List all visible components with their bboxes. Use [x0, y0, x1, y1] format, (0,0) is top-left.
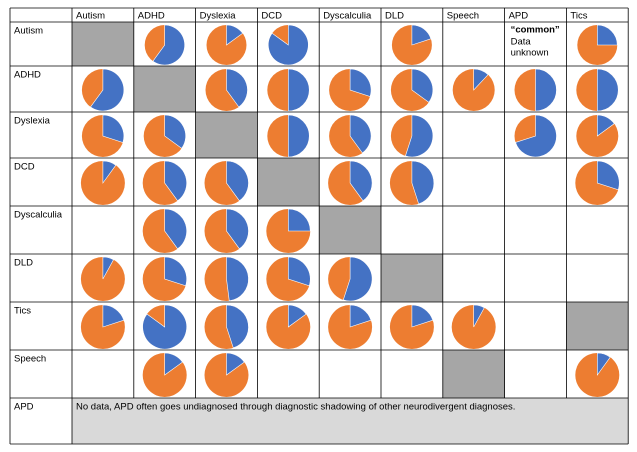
pie-share	[473, 304, 485, 328]
pie-share	[597, 24, 618, 46]
pie-share	[411, 304, 434, 328]
diagonal-cell	[133, 66, 196, 112]
pie-share	[90, 68, 125, 112]
diagonal-cell	[381, 254, 443, 302]
pie-share	[288, 208, 311, 232]
cell-note: Data	[511, 37, 532, 48]
column-header: DLD	[385, 11, 404, 22]
pie-share	[288, 114, 310, 158]
pie-share	[164, 160, 187, 202]
pie-share	[411, 24, 432, 46]
pie-share	[226, 68, 248, 108]
pie-share	[349, 160, 373, 202]
pie-share	[342, 256, 373, 302]
pie-share	[473, 68, 489, 91]
note-cell	[72, 398, 629, 444]
pie-share	[142, 304, 187, 350]
row-header: ADHD	[14, 70, 41, 81]
diagonal-cell	[442, 350, 505, 398]
pie-share	[288, 256, 311, 287]
column-header: Dyslexia	[200, 11, 237, 22]
row-header: DLD	[14, 258, 33, 269]
pie-share	[102, 256, 114, 280]
row-header: APD	[14, 402, 34, 413]
pie-share	[152, 24, 185, 66]
pie-share	[288, 68, 310, 112]
pie-share	[268, 24, 309, 66]
pie-share	[226, 256, 249, 302]
pie-share	[349, 304, 372, 328]
column-header: DCD	[261, 11, 282, 22]
column-header: Speech	[447, 11, 479, 22]
pie-share	[515, 114, 557, 158]
column-header: ADHD	[138, 11, 165, 22]
pie-share	[164, 352, 183, 376]
diagonal-cell	[257, 158, 320, 206]
diagonal-cell	[566, 302, 629, 350]
row-header: Dyscalculia	[14, 210, 63, 221]
note-text: No data, APD often goes undiagnosed thro…	[76, 402, 515, 413]
pie-share	[226, 24, 244, 46]
pie-share	[226, 208, 249, 250]
row-header: Speech	[14, 354, 46, 365]
pie-share	[102, 114, 125, 143]
diagonal-cell	[319, 206, 381, 254]
column-header: APD	[509, 11, 529, 22]
pie-share	[411, 68, 434, 103]
diagonal-cell	[195, 112, 258, 158]
cell-note-bold: “common”	[511, 25, 560, 36]
column-header: Autism	[76, 11, 105, 22]
pie-share	[102, 304, 125, 328]
pie-share	[226, 352, 245, 376]
pie-share	[226, 304, 249, 349]
pie-share	[164, 256, 187, 287]
row-header: Dyslexia	[14, 116, 51, 127]
pie-share	[597, 68, 619, 112]
row-header: Tics	[14, 306, 31, 317]
pie-share	[597, 160, 620, 191]
pie-share	[164, 208, 187, 250]
pie-share	[349, 114, 372, 154]
column-header: Dyscalculia	[323, 11, 372, 22]
pie-share	[597, 114, 615, 137]
pie-share	[411, 160, 435, 205]
row-header: Autism	[14, 26, 43, 37]
pie-share	[405, 114, 434, 158]
pie-share	[164, 114, 186, 149]
cell-note: unknown	[511, 48, 549, 59]
row-header: DCD	[14, 162, 35, 173]
pie-share	[288, 304, 307, 328]
pie-share	[597, 352, 611, 376]
pie-share	[349, 68, 372, 97]
pie-share	[102, 160, 117, 184]
diagonal-cell	[72, 22, 134, 66]
column-header: Tics	[570, 11, 587, 22]
pie-share	[226, 160, 249, 202]
pie-share	[535, 68, 557, 112]
